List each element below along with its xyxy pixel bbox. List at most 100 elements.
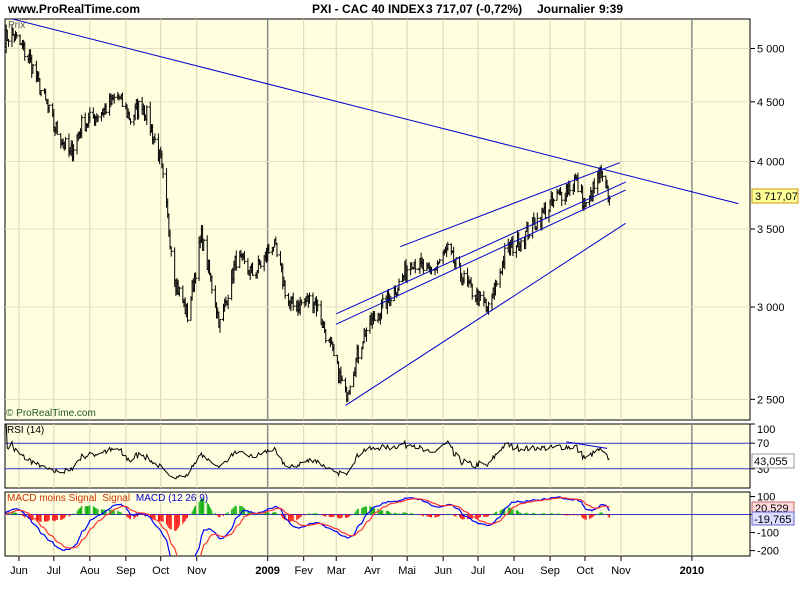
rsi-last-value: 43,055 <box>754 456 788 468</box>
trendline-lower-support <box>345 222 626 406</box>
trendline-middle-channel-2 <box>336 189 626 325</box>
price-bar <box>535 212 539 230</box>
price-bar <box>324 328 328 343</box>
price-bar <box>137 100 141 120</box>
price-bar <box>88 107 92 123</box>
price-bar <box>129 118 133 125</box>
macd-panel-label: MACD moins Signal Signal MACD (12 26 9) <box>7 493 208 504</box>
price-bar <box>299 299 303 306</box>
x-tick-label: Nov <box>611 565 631 577</box>
x-tick-label: Fev <box>295 565 314 577</box>
price-bar <box>356 345 360 364</box>
rsi-line <box>5 424 610 480</box>
price-bar <box>31 64 35 74</box>
x-tick-label: Sep <box>116 565 136 577</box>
x-tick-label: Avr <box>364 565 381 577</box>
price-bar <box>153 133 157 143</box>
price-bar <box>568 181 572 197</box>
x-tick-label: Sep <box>540 565 560 577</box>
x-tick-label: 2009 <box>255 565 279 577</box>
price-last-value-badge: 3 717,07 <box>751 188 799 204</box>
x-tick-label: Jul <box>47 565 61 577</box>
price-bar <box>340 375 344 382</box>
price-bar <box>470 283 474 300</box>
price-bar <box>145 105 149 126</box>
price-bar <box>438 258 442 264</box>
price-bar <box>55 120 59 135</box>
price-bar <box>373 311 377 322</box>
price-bar <box>194 272 198 284</box>
chart-period: Journalier <box>537 2 596 16</box>
price-bar <box>242 251 246 265</box>
price-panel-label: Prix <box>8 20 25 31</box>
price-y-tick-label: 5 000 <box>757 43 785 55</box>
price-bar <box>96 114 100 123</box>
x-tick-label: Oct <box>576 565 593 577</box>
price-bar <box>560 191 564 207</box>
price-bar <box>332 343 336 357</box>
price-bar <box>120 92 124 107</box>
price-bar <box>291 292 295 311</box>
price-bar <box>478 291 482 301</box>
price-bar <box>316 299 320 312</box>
price-bar <box>283 280 287 299</box>
price-y-tick-label: 3 500 <box>757 224 785 236</box>
x-tick-label: Jun <box>10 565 28 577</box>
price-bar <box>308 292 312 304</box>
price-bar <box>63 136 67 150</box>
trendline-long-term-resistance <box>10 19 739 205</box>
macd-last-badge: -19,765 <box>751 511 795 526</box>
price-y-tick-label: 4 000 <box>757 156 785 168</box>
price-bar <box>169 246 173 257</box>
price-series <box>5 24 611 403</box>
macd-panel <box>4 491 751 557</box>
price-bar <box>413 258 417 274</box>
price-bar <box>185 302 189 323</box>
x-tick-label: Jul <box>471 565 485 577</box>
x-tick-label: Oct <box>152 565 169 577</box>
price-bar <box>592 178 596 194</box>
macd-label-macd: MACD (12 26 9) <box>136 493 208 504</box>
price-bar <box>234 250 238 271</box>
price-bar <box>552 198 556 208</box>
macd-y-tick-label: -100 <box>757 528 779 540</box>
price-bar <box>405 265 409 284</box>
header-time: 9:39 <box>599 2 624 16</box>
rsi-last-value-badge: 43,055 <box>751 453 795 469</box>
last-quote: 3 717,07 (-0,72%) <box>426 2 523 16</box>
price-y-tick-label: 4 500 <box>757 97 785 109</box>
price-bar <box>495 280 499 287</box>
price-last-value: 3 717,07 <box>755 191 798 203</box>
x-tick-label: Jun <box>434 565 452 577</box>
trendline-upper-channel <box>399 162 621 248</box>
price-bar <box>348 385 352 395</box>
site-url: www.ProRealTime.com <box>8 2 141 16</box>
price-bar <box>80 114 84 139</box>
price-bar <box>584 202 588 207</box>
price-bar <box>397 278 401 291</box>
price-bar <box>47 104 51 113</box>
rsi-panel <box>4 423 751 489</box>
price-bar <box>72 144 76 162</box>
macd-y-tick-label: -200 <box>757 546 779 558</box>
price-bar <box>511 235 515 257</box>
price-bar <box>161 163 165 179</box>
price-bar <box>251 262 255 276</box>
price-bar <box>15 32 19 39</box>
x-tick-label: Aou <box>80 565 100 577</box>
x-tick-label: Mai <box>398 565 416 577</box>
macd-last-value: -19,765 <box>754 514 791 526</box>
rsi-panel-label: RSI (14) <box>7 425 44 436</box>
price-panel <box>4 18 751 421</box>
rsi-y-tick-label: 100 <box>757 424 775 436</box>
price-bar <box>275 242 279 258</box>
price-bar <box>104 103 108 115</box>
price-bar <box>39 89 43 97</box>
price-bar <box>446 241 450 251</box>
price-bar <box>503 243 507 270</box>
price-bar <box>389 296 393 307</box>
price-y-tick-label: 2 500 <box>757 394 785 406</box>
price-bar <box>600 170 604 182</box>
price-y-tick-label: 3 000 <box>757 302 785 314</box>
